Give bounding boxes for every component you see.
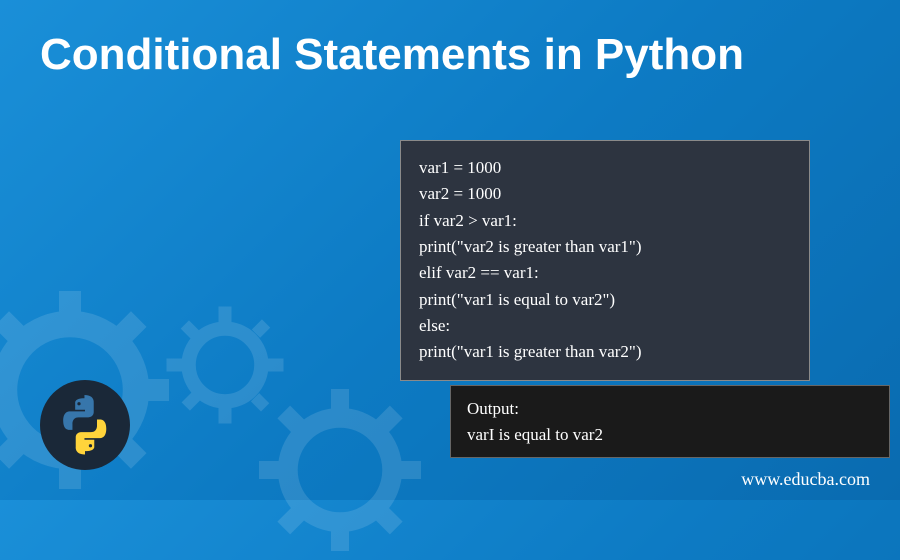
code-line: print("var1 is equal to var2") <box>419 287 791 313</box>
gear-decoration-3 <box>250 380 430 560</box>
code-line: var2 = 1000 <box>419 181 791 207</box>
code-line: if var2 > var1: <box>419 208 791 234</box>
code-line: else: <box>419 313 791 339</box>
output-block: Output: varI is equal to var2 <box>450 385 890 458</box>
output-result: varI is equal to var2 <box>467 422 873 448</box>
code-block: var1 = 1000 var2 = 1000 if var2 > var1: … <box>400 140 810 381</box>
code-line: print("var1 is greater than var2") <box>419 339 791 365</box>
code-line: print("var2 is greater than var1") <box>419 234 791 260</box>
page-title: Conditional Statements in Python <box>40 30 744 81</box>
python-logo-badge <box>40 380 130 470</box>
output-label: Output: <box>467 396 873 422</box>
python-icon <box>55 395 115 455</box>
code-line: elif var2 == var1: <box>419 260 791 286</box>
code-line: var1 = 1000 <box>419 155 791 181</box>
website-url: www.educba.com <box>741 469 870 490</box>
